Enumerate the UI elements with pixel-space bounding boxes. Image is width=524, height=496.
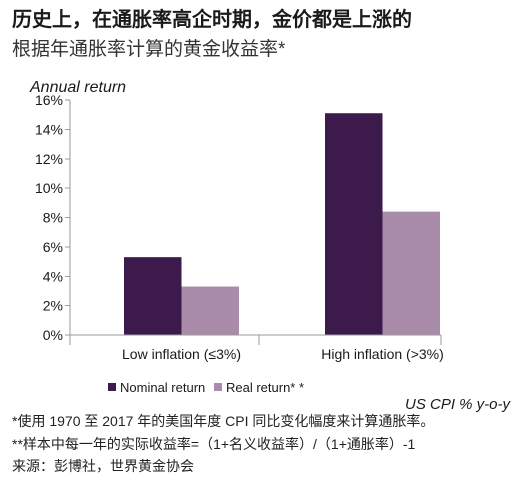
y-tick-label: 6% xyxy=(43,239,63,255)
footnote-real-return-formula: **样本中每一年的实际收益率=（1+名义收益率）/（1+通胀率）-1 xyxy=(12,436,416,452)
x-tick-label-1: High inflation (>3%) xyxy=(321,346,444,362)
chart-title: 历史上，在通胀率高企时期，金价都是上涨的 xyxy=(12,9,412,31)
y-tick-label: 14% xyxy=(35,121,63,137)
y-tick-label: 4% xyxy=(43,268,63,284)
x-tick-label-0: Low inflation (≤3%) xyxy=(122,346,241,362)
x-ticks: Low inflation (≤3%) High inflation (>3%) xyxy=(122,346,444,362)
legend-label: Nominal return xyxy=(120,380,205,395)
y-tick-label: 0% xyxy=(43,327,63,343)
bar-nominal-return-cat-1 xyxy=(325,113,383,335)
bar-real-return-cat-1 xyxy=(382,211,440,335)
bar-nominal-return-cat-0 xyxy=(124,257,182,335)
y-tick-label: 8% xyxy=(43,210,63,226)
bar-real-return-cat-0 xyxy=(181,286,239,335)
legend-item-nominal-return: Nominal return xyxy=(108,380,205,395)
bars xyxy=(124,113,440,335)
y-tick-label: 16% xyxy=(35,92,63,108)
legend-item-real-return: Real return* * xyxy=(214,380,304,395)
y-ticks: 0% 2% 4% 6% 8% 10% 12% 14% 16% xyxy=(35,92,70,343)
legend-swatch xyxy=(108,383,116,391)
legend-swatch xyxy=(214,383,222,391)
footnote-source: 来源：彭博社，世界黄金协会 xyxy=(12,458,194,474)
y-tick-label: 12% xyxy=(35,151,63,167)
footnote-inflation-method: *使用 1970 至 2017 年的美国年度 CPI 同比变化幅度来计算通胀率。 xyxy=(12,413,435,429)
legend-label: Real return* * xyxy=(226,380,304,395)
y-axis-label: Annual return xyxy=(29,79,126,96)
y-tick-label: 10% xyxy=(35,180,63,196)
x-axis-label: US CPI % y-o-y xyxy=(405,396,512,413)
legend: Nominal return Real return* * xyxy=(108,380,304,395)
chart-subtitle: 根据年通胀率计算的黄金收益率* xyxy=(12,39,286,60)
y-tick-label: 2% xyxy=(43,298,63,314)
